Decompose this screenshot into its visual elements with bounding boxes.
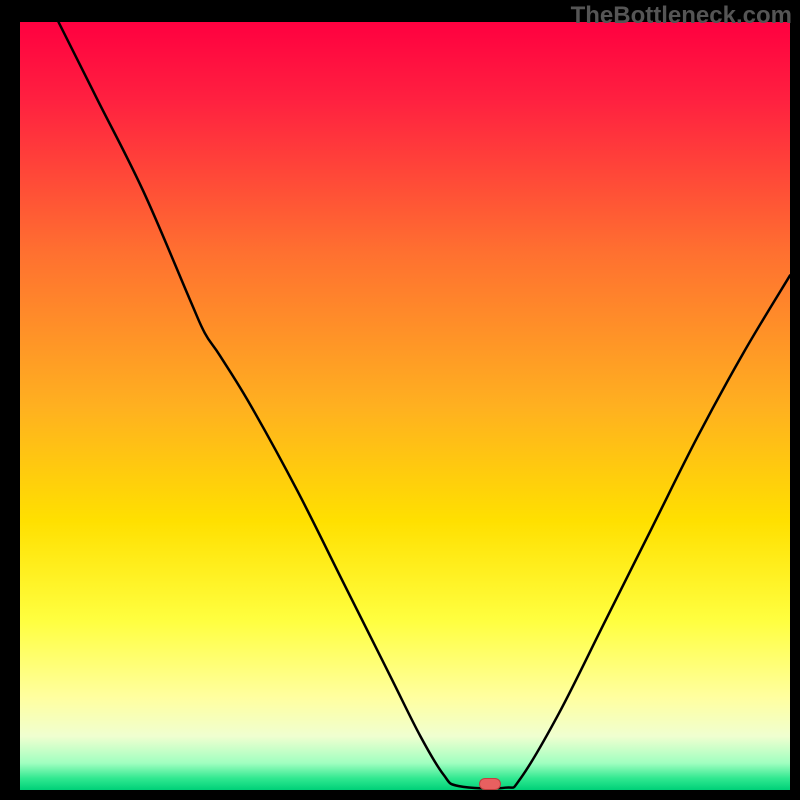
bottleneck-curve	[59, 22, 791, 788]
watermark-text: TheBottleneck.com	[571, 2, 792, 30]
plot-area	[0, 0, 800, 800]
chart-container: TheBottleneck.com	[0, 0, 800, 800]
optimal-point-marker	[479, 778, 501, 790]
gradient-background	[20, 22, 790, 790]
line-curve	[0, 0, 800, 800]
